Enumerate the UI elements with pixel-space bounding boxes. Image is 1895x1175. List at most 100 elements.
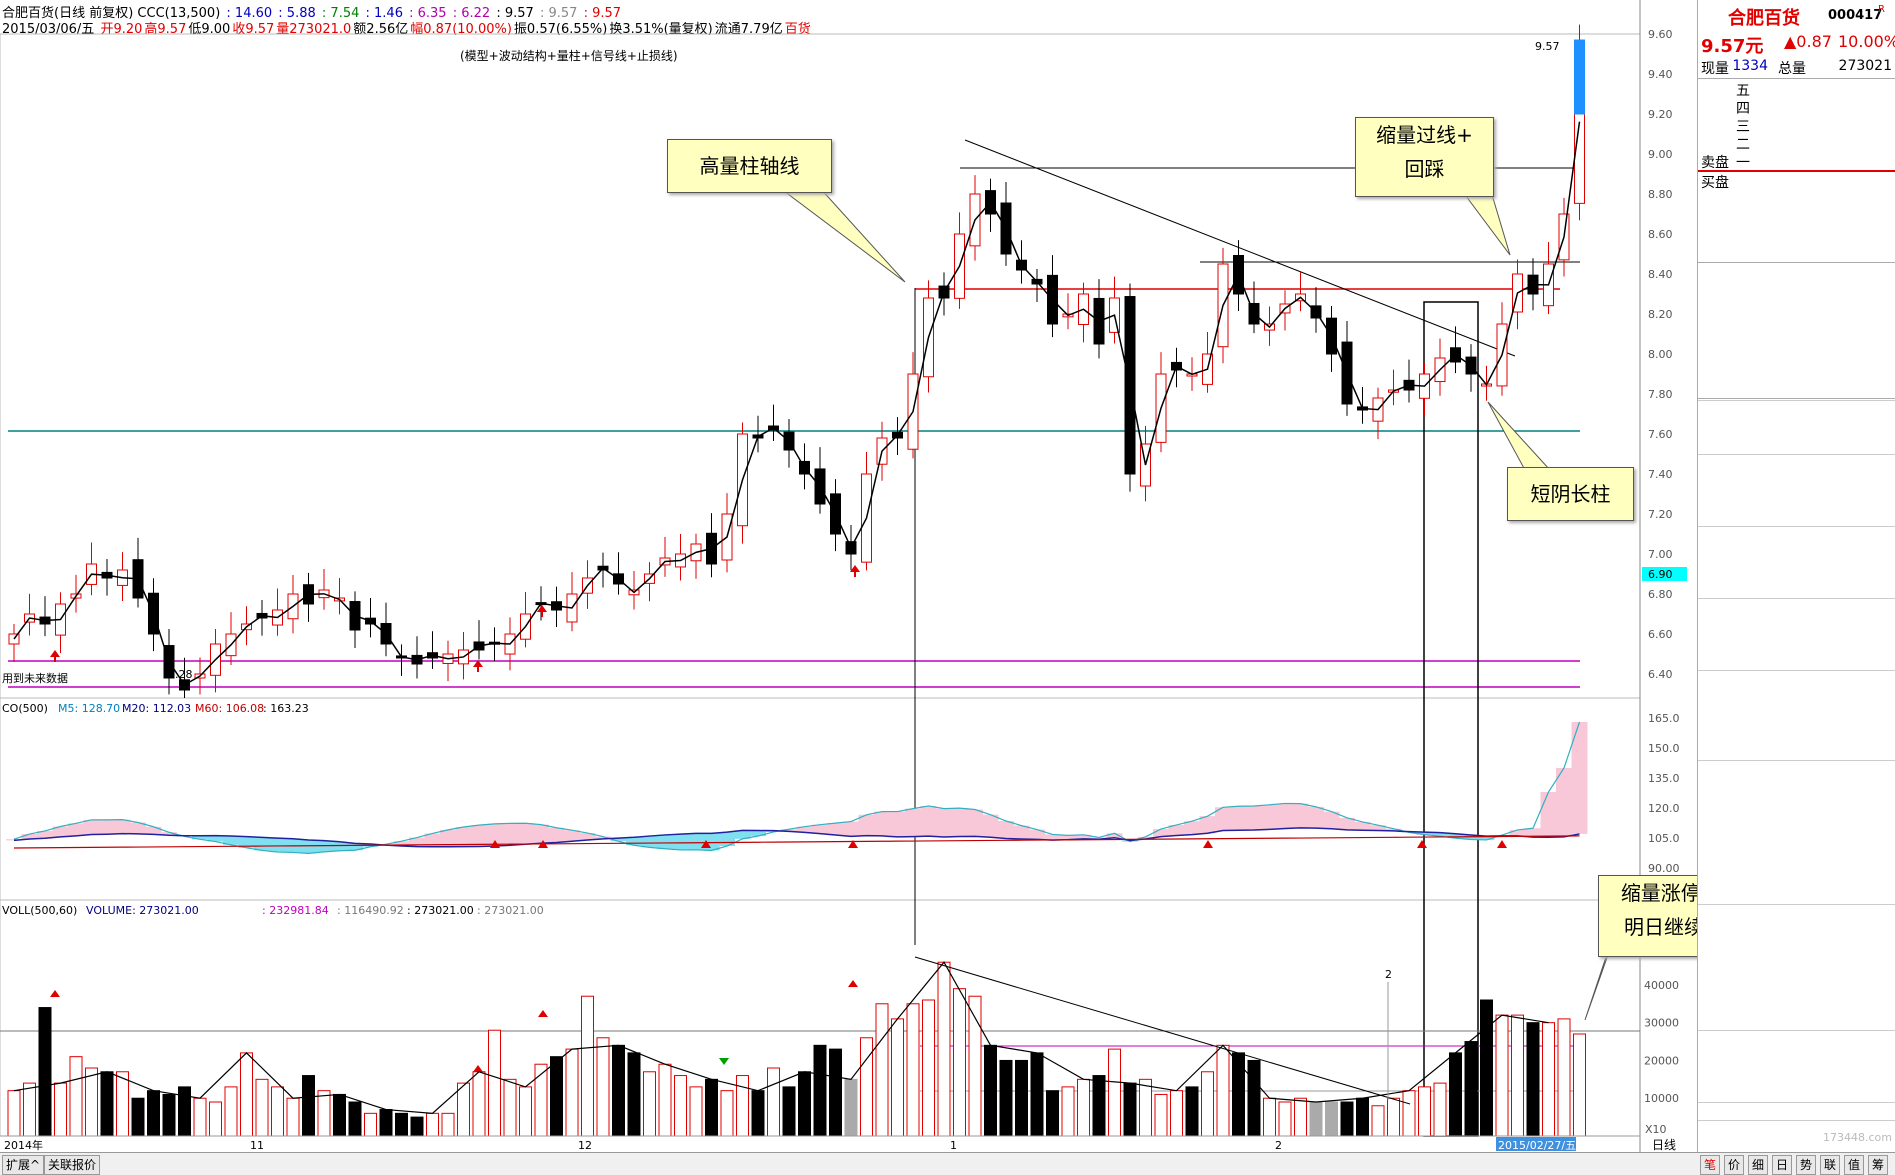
tab-5[interactable]: 联 <box>1820 1155 1841 1175</box>
tick-row <box>1698 1031 1895 1049</box>
up-arrow <box>850 565 860 572</box>
ma-value: : 6.22 <box>452 6 491 21</box>
stat-row <box>1698 341 1895 359</box>
buy-level-row[interactable] <box>1698 172 1895 190</box>
co-signal <box>1497 840 1507 848</box>
co-signal <box>848 840 858 848</box>
co-tick: 135.0 <box>1648 772 1680 785</box>
tick-row <box>1698 455 1895 473</box>
bubble4-line1: 缩量涨停, <box>1620 881 1708 905</box>
ohlc-line: 2015/03/06/五 开9.20 高9.57 低9.00 收9.57 量273021… <box>2 18 813 37</box>
co-tick: 150.0 <box>1648 742 1680 755</box>
date: 2015/03/06/五 <box>2 22 95 37</box>
low: 低9.00 <box>188 22 231 37</box>
price-tick: 6.60 <box>1648 628 1673 641</box>
turnover: 换3.51%(量复权) <box>609 22 713 37</box>
tick-row <box>1698 851 1895 869</box>
stock-title: 合肥百货(日线 前复权) CCC(13,500) <box>2 6 221 21</box>
co-tick: 120.0 <box>1648 802 1680 815</box>
buy-level-row[interactable] <box>1698 226 1895 244</box>
tick-row <box>1698 995 1895 1013</box>
tab-6[interactable]: 值 <box>1844 1155 1865 1175</box>
quote-change: ▲0.87 <box>1784 32 1832 51</box>
price-tick: 9.00 <box>1648 148 1673 161</box>
tick-separator <box>1698 760 1895 761</box>
bubble-pointers <box>778 187 1616 1021</box>
price-tick: 7.80 <box>1648 388 1673 401</box>
bubble2-line2: 回踩 <box>1404 157 1445 181</box>
price-tick: 8.00 <box>1648 348 1673 361</box>
vol-up-arrow <box>538 1010 548 1017</box>
vol-v3: : 273021.00 <box>407 904 474 917</box>
co-tick: 90.00 <box>1648 862 1680 875</box>
annotation-bubble-2: 缩量过线+ 回踩 <box>1355 117 1494 197</box>
future-data-note: 用到未来数据 <box>2 671 68 685</box>
co-signal <box>538 840 548 848</box>
quote-price: 9.57元 <box>1701 36 1764 57</box>
buy-label: 买盘 <box>1701 175 1729 191</box>
tick-row <box>1698 779 1895 797</box>
ma-line <box>13 121 1581 686</box>
tick-separator <box>1698 904 1895 905</box>
co-axis: 165.0 150.0 135.0 120.0 105.0 90.00 <box>1648 712 1680 875</box>
tick-separator <box>1698 1030 1895 1031</box>
zongliang: 273021 <box>1838 58 1892 74</box>
tick-row <box>1698 527 1895 545</box>
co-tick: 165.0 <box>1648 712 1680 725</box>
tab-2[interactable]: 细 <box>1748 1155 1769 1175</box>
buy-level-row[interactable] <box>1698 208 1895 226</box>
related-quote-button[interactable]: 关联报价 <box>44 1155 101 1175</box>
price-tick: 7.40 <box>1648 468 1673 481</box>
kline-chart-area[interactable]: 9.60 9.40 9.20 9.00 8.80 8.60 8.40 8.20 8.00 7.80… <box>0 0 1697 1152</box>
quote-price-row: 9.57元 ▲0.87 10.00% <box>1698 32 1895 57</box>
price-tick: 9.60 <box>1648 28 1673 41</box>
tick-row <box>1698 869 1895 887</box>
stat-row <box>1698 322 1895 340</box>
expand-button[interactable]: 扩展^ <box>2 1155 45 1175</box>
tab-7[interactable]: 筹 <box>1868 1155 1889 1175</box>
co-signal <box>1203 840 1213 848</box>
tick-separator <box>1698 400 1895 401</box>
tick-row <box>1698 1085 1895 1103</box>
sell-level: 四 <box>1736 101 1750 117</box>
tick-row <box>1698 707 1895 725</box>
quote-volume-row: 现量 1334 总量 273021 <box>1698 58 1895 77</box>
tick-row <box>1698 905 1895 923</box>
tick-separator <box>1698 526 1895 527</box>
tab-3[interactable]: 日 <box>1772 1155 1793 1175</box>
period-label[interactable]: 日线 <box>1652 1138 1676 1152</box>
buy-level-row[interactable] <box>1698 244 1895 262</box>
tick-row <box>1698 1049 1895 1067</box>
stock-code: 000417 <box>1828 8 1883 23</box>
low-price-label: 6.28 <box>168 668 193 681</box>
tab-4[interactable]: 势 <box>1796 1155 1817 1175</box>
price-tick: 7.60 <box>1648 428 1673 441</box>
tick-separator <box>1698 454 1895 455</box>
x-label: 2014年 <box>4 1138 43 1152</box>
tab-1[interactable]: 价 <box>1724 1155 1745 1175</box>
vol-v4: : 273021.00 <box>477 904 544 917</box>
ma-value: : 9.57 <box>583 6 622 21</box>
co-line-blue <box>13 827 1580 848</box>
price-tick: 9.40 <box>1648 68 1673 81</box>
ma-value: : 7.54 <box>321 6 360 21</box>
bubble2-line1: 缩量过线+ <box>1376 123 1473 147</box>
price-tick: 7.20 <box>1648 508 1673 521</box>
tick-separator <box>1698 1120 1895 1121</box>
tick-separator <box>1698 670 1895 671</box>
vol-v1: : 232981.84 <box>262 904 329 917</box>
buy-level-row[interactable] <box>1698 190 1895 208</box>
vol-tick: 30000 <box>1644 1017 1679 1030</box>
co-title: CO(500) <box>2 702 48 715</box>
tick-row <box>1698 923 1895 941</box>
tick-row <box>1698 761 1895 779</box>
price-tick: 6.80 <box>1648 588 1673 601</box>
co-signals <box>490 840 1507 848</box>
vol-unit: X10 <box>1645 1123 1667 1136</box>
x-label: 1 <box>950 1139 957 1152</box>
divider <box>1698 262 1895 263</box>
tick-row <box>1698 437 1895 455</box>
tick-row <box>1698 689 1895 707</box>
tick-row <box>1698 1067 1895 1085</box>
tab-0[interactable]: 笔 <box>1700 1155 1721 1175</box>
